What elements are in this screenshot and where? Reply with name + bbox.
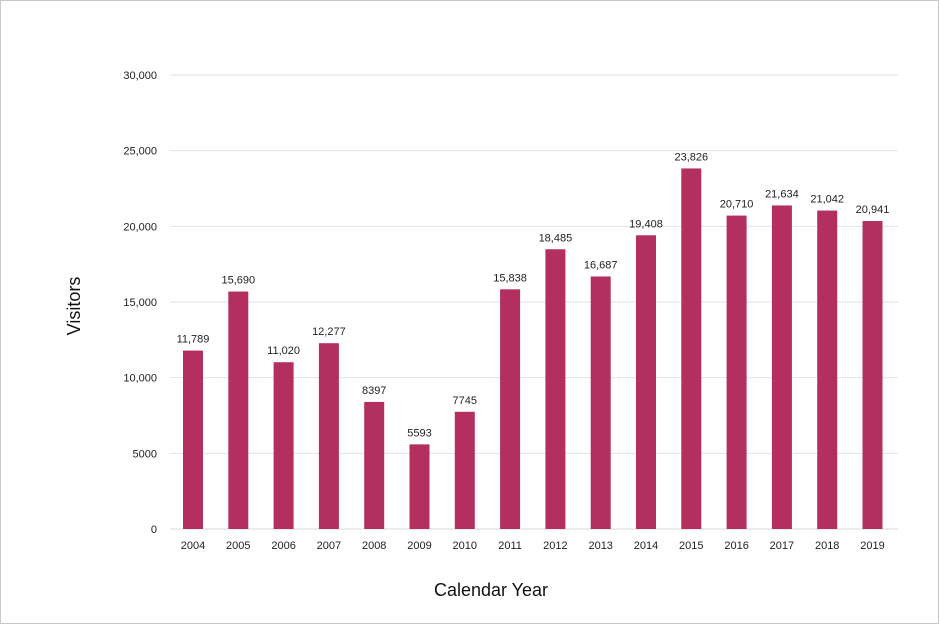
y-tick-label: 10,000 [123, 373, 157, 385]
data-label-2014: 19,408 [629, 218, 663, 230]
bar-2015 [681, 168, 702, 529]
data-labels: 11,789 15,690 11,020 12,277 8397 5593 7745 15,8… [177, 151, 890, 439]
data-label-2018: 21,042 [810, 194, 844, 206]
y-tick-label: 5000 [133, 448, 157, 460]
bar-2018 [817, 210, 838, 530]
data-label-2009: 5593 [407, 427, 431, 439]
data-label-2015: 23,826 [674, 151, 708, 163]
data-label-2005: 15,690 [221, 275, 255, 287]
bar-2014 [636, 235, 656, 529]
bar-2005 [228, 291, 249, 529]
bar-2016 [726, 215, 747, 529]
data-label-2010: 7745 [453, 395, 477, 407]
data-label-2013: 16,687 [584, 259, 618, 271]
data-label-2019: 20,941 [856, 204, 890, 216]
bar-2011 [500, 289, 521, 529]
x-tick-label-2010: 2010 [453, 540, 477, 552]
y-tick-label: 30,000 [123, 70, 157, 82]
bar-2017 [771, 205, 792, 529]
data-label-2007: 12,277 [312, 326, 346, 338]
data-label-2017: 21,634 [765, 188, 799, 200]
y-tick-label: 20,000 [123, 221, 157, 233]
x-tick-label-2016: 2016 [724, 540, 748, 552]
y-tick-label: 15,000 [123, 297, 157, 309]
bar-2013 [590, 276, 611, 529]
data-label-2012: 18,485 [539, 232, 573, 244]
bar-2008 [364, 401, 385, 529]
data-label-2004: 11,789 [177, 334, 210, 346]
bar-2009 [409, 444, 430, 529]
x-tick-label-2006: 2006 [271, 540, 295, 552]
data-label-2016: 20,710 [720, 199, 754, 211]
bar-2004 [183, 350, 203, 529]
x-axis-title: Calendar Year [434, 580, 548, 600]
x-tick-label-2007: 2007 [317, 540, 341, 552]
y-axis-ticks: 0 5000 10,000 15,000 20,000 25,000 30,000 [123, 70, 157, 536]
data-label-2011: 15,838 [493, 272, 527, 284]
y-axis-title: Visitors [64, 277, 84, 336]
x-tick-label-2004: 2004 [181, 540, 205, 552]
x-tick-label-2014: 2014 [634, 540, 658, 552]
bar-2007 [318, 343, 339, 529]
x-tick-label-2013: 2013 [588, 540, 612, 552]
x-tick-label-2019: 2019 [860, 540, 884, 552]
x-tick-label-2012: 2012 [543, 540, 567, 552]
x-tick-label-2015: 2015 [679, 540, 703, 552]
x-tick-label-2008: 2008 [362, 540, 386, 552]
bar-2006 [273, 362, 294, 529]
y-tick-label: 0 [151, 524, 157, 536]
x-axis-ticks: 2004 2005 2006 2007 2008 2009 2010 2011 2012 2013… [181, 540, 885, 552]
x-tick-label-2005: 2005 [226, 540, 250, 552]
x-tick-label-2009: 2009 [407, 540, 431, 552]
bar-2010 [454, 411, 475, 529]
x-tick-label-2018: 2018 [815, 540, 839, 552]
y-tick-label: 25,000 [123, 146, 157, 158]
x-tick-label-2011: 2011 [498, 540, 522, 552]
x-tick-label-2017: 2017 [770, 540, 794, 552]
bar-2012 [545, 249, 566, 530]
bar-2019 [862, 221, 883, 529]
bars [183, 168, 883, 530]
data-label-2008: 8397 [362, 385, 386, 397]
data-label-2006: 11,020 [267, 345, 300, 357]
